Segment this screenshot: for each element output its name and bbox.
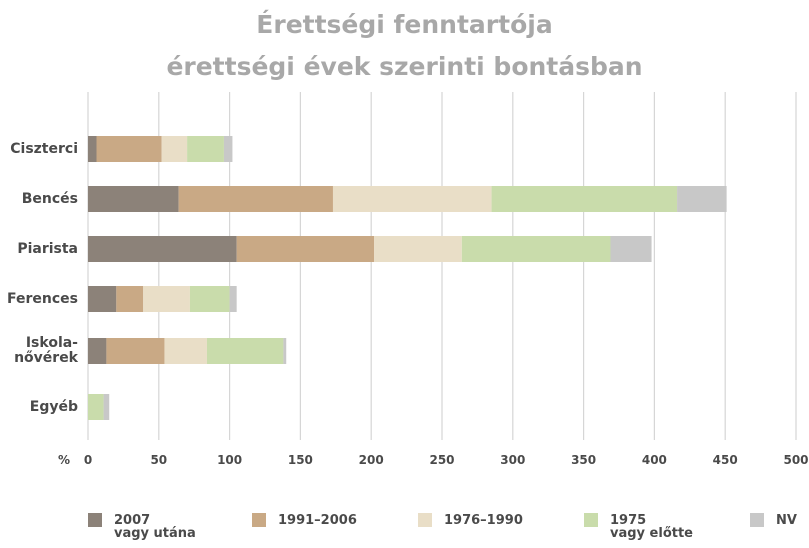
axis-unit: % [58, 453, 70, 467]
bar-segment [88, 394, 104, 420]
bar-segment [206, 338, 284, 364]
bar-segment [88, 236, 237, 262]
legend-label: 1976–1990 [444, 513, 523, 528]
bar-segment [677, 186, 727, 212]
bar-segment [178, 186, 333, 212]
bar-segment [374, 236, 462, 262]
x-tick-label: 150 [288, 453, 313, 467]
bar-segment [491, 186, 678, 212]
legend-label: 1975 vagy előtte [610, 513, 694, 541]
legend-label: 2007 vagy utána [114, 513, 196, 541]
legend-swatch [750, 513, 764, 527]
bar-segment [88, 338, 107, 364]
bar-segment [283, 338, 287, 364]
x-tick-label: 200 [359, 453, 384, 467]
bar-segment [143, 286, 190, 312]
x-tick-label: 0 [84, 453, 92, 467]
bar-segment [236, 236, 375, 262]
y-tick-label: Iskola- nővérek [14, 335, 78, 366]
bar-segment [461, 236, 611, 262]
legend-swatch [418, 513, 432, 527]
bar-segment [189, 286, 230, 312]
x-tick-label: 50 [150, 453, 167, 467]
bar-segment [96, 136, 162, 162]
x-tick-label: 100 [217, 453, 242, 467]
x-tick-label: 500 [783, 453, 808, 467]
chart-title: Érettségi fenntartója érettségi évek sze… [166, 10, 643, 81]
x-tick-label: 300 [500, 453, 525, 467]
x-tick-label: 450 [713, 453, 738, 467]
y-tick-label: Egyéb [29, 398, 78, 415]
bar-segment [116, 286, 144, 312]
bar-segment [88, 286, 117, 312]
y-tick-label: Bencés [21, 190, 78, 207]
legend-swatch [88, 513, 102, 527]
bar-segment [610, 236, 652, 262]
bar-segment [88, 136, 97, 162]
bar-segment [223, 136, 233, 162]
bar-segment [103, 394, 110, 420]
bar-segment [161, 136, 188, 162]
legend-swatch [584, 513, 598, 527]
bar-segment [106, 338, 165, 364]
x-tick-label: 400 [642, 453, 667, 467]
y-tick-label: Piarista [17, 240, 78, 257]
x-tick-label: 250 [429, 453, 454, 467]
bar-segment [229, 286, 237, 312]
bar-segment [187, 136, 224, 162]
x-tick-label: 350 [571, 453, 596, 467]
legend-label: 1991–2006 [278, 513, 357, 528]
bar-segment [88, 186, 179, 212]
bar-segment [332, 186, 492, 212]
bar-segment [164, 338, 207, 364]
legend-swatch [252, 513, 266, 527]
y-tick-label: Ciszterci [10, 140, 78, 157]
legend-label: NV [776, 513, 797, 528]
y-tick-label: Ferences [7, 290, 78, 307]
